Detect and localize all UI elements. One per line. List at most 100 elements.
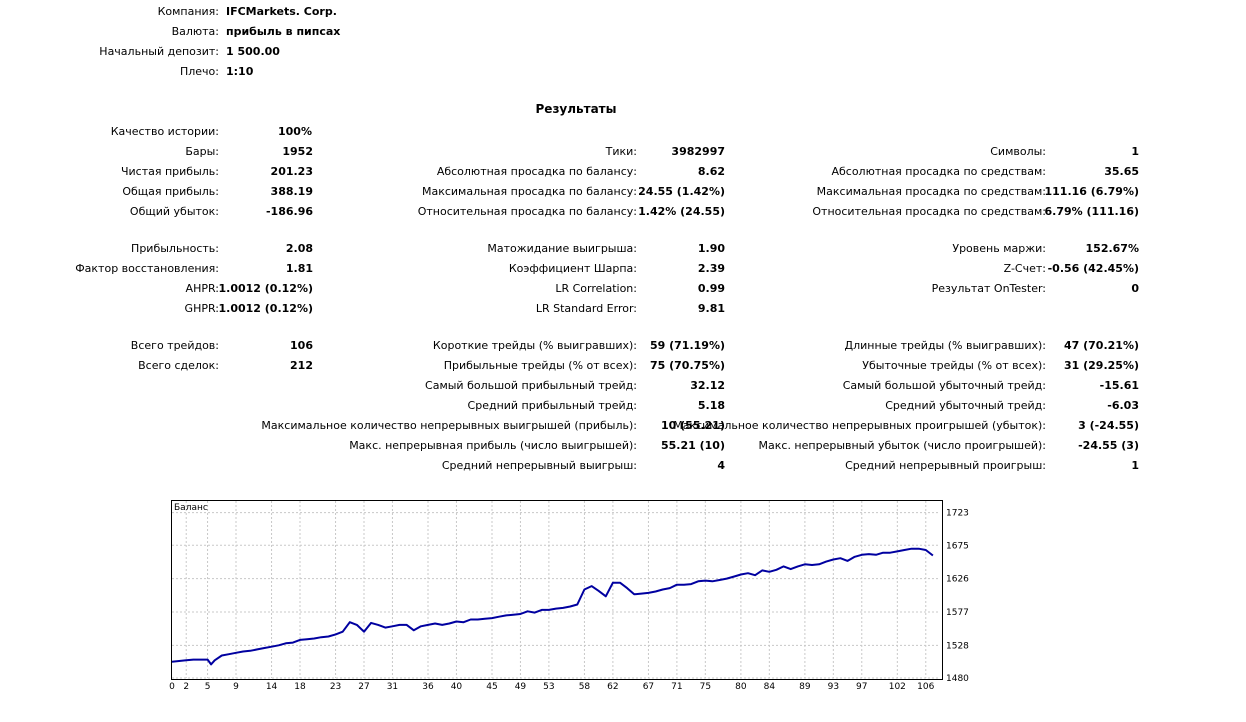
- stat-value: 152.67%: [1085, 242, 1139, 255]
- stat-label: Тики:: [605, 145, 637, 158]
- x-tick-label: 71: [671, 682, 682, 692]
- stat-label: Максимальное количество непрерывных выиг…: [261, 419, 637, 432]
- stat-label: Макс. непрерывный убыток (число проигрыш…: [758, 439, 1046, 452]
- x-tick-label: 80: [735, 682, 747, 692]
- stat-value: 1.0012 (0.12%): [218, 282, 314, 295]
- stat-label: LR Correlation:: [555, 282, 637, 295]
- stat-label: Символы:: [990, 145, 1046, 158]
- stat-label: Фактор восстановления:: [75, 262, 219, 275]
- stat-label: Длинные трейды (% выигравших):: [844, 339, 1046, 352]
- stat-label: Максимальная просадка по средствам:: [816, 185, 1046, 198]
- x-tick-label: 27: [358, 682, 369, 692]
- stat-label: Чистая прибыль:: [120, 165, 219, 178]
- stat-value: 59 (71.19%): [649, 339, 725, 352]
- chart-title: Баланс: [174, 503, 208, 513]
- x-tick-label: 84: [764, 682, 776, 692]
- y-tick-label: 1528: [946, 641, 969, 651]
- stat-value: -0.56 (42.45%): [1047, 262, 1139, 275]
- stat-value: 1: [1131, 145, 1139, 158]
- x-tick-label: 40: [451, 682, 463, 692]
- stat-value: 24.55 (1.42%): [638, 185, 725, 198]
- stat-label: Средний прибыльный трейд:: [467, 399, 637, 412]
- stat-value: 201.23: [270, 165, 313, 178]
- stat-value: 35.65: [1104, 165, 1139, 178]
- stat-value: -15.61: [1099, 379, 1139, 392]
- stat-value: 32.12: [690, 379, 725, 392]
- x-tick-label: 2: [183, 682, 189, 692]
- stat-value: 388.19: [270, 185, 313, 198]
- stat-label: Всего трейдов:: [130, 339, 219, 352]
- stat-value: 3 (-24.55): [1078, 419, 1139, 432]
- stat-value: 4: [717, 459, 725, 472]
- deposit-value: 1 500.00: [226, 45, 280, 58]
- x-tick-label: 5: [205, 682, 211, 692]
- stat-value: 1: [1131, 459, 1139, 472]
- stat-label: AHPR:: [185, 282, 219, 295]
- currency-value: прибыль в пипсах: [226, 25, 341, 38]
- y-tick-label: 1675: [946, 541, 969, 551]
- x-tick-label: 14: [266, 682, 278, 692]
- stat-label: Абсолютная просадка по балансу:: [436, 165, 637, 178]
- deposit-label: Начальный депозит:: [99, 45, 219, 58]
- stat-label: Общий убыток:: [129, 205, 219, 218]
- x-tick-label: 49: [515, 682, 527, 692]
- x-tick-label: 97: [856, 682, 867, 692]
- stat-label: Относительная просадка по балансу:: [417, 205, 637, 218]
- stat-value: 111.16 (6.79%): [1044, 185, 1140, 198]
- stat-label: GHPR:: [184, 302, 219, 315]
- stat-label: Результат OnTester:: [931, 282, 1046, 295]
- stat-value: 10 (55.21): [661, 419, 725, 432]
- leverage-value: 1:10: [226, 65, 254, 78]
- x-tick-label: 62: [607, 682, 618, 692]
- stat-label: Относительная просадка по средствам:: [812, 205, 1046, 218]
- history-quality-value: 100%: [278, 125, 312, 138]
- stat-label: Самый большой прибыльный трейд:: [425, 379, 637, 392]
- stat-label: Убыточные трейды (% от всех):: [862, 359, 1046, 372]
- stat-value: 31 (29.25%): [1063, 359, 1139, 372]
- y-tick-label: 1723: [946, 509, 969, 519]
- stat-value: 2.39: [697, 262, 725, 275]
- stat-label: Прибыльные трейды (% от всех):: [443, 359, 637, 372]
- stat-value: 47 (70.21%): [1063, 339, 1139, 352]
- stat-value: 0.99: [697, 282, 725, 295]
- stat-label: Короткие трейды (% выигравших):: [432, 339, 637, 352]
- stat-value: 2.08: [285, 242, 313, 255]
- stat-label: Коэффициент Шарпа:: [508, 262, 637, 275]
- stat-label: Бары:: [185, 145, 219, 158]
- stat-value: 6.79% (111.16): [1044, 205, 1140, 218]
- x-tick-label: 36: [422, 682, 434, 692]
- y-tick-label: 1626: [946, 575, 969, 585]
- stat-value: 55.21 (10): [661, 439, 725, 452]
- stat-value: -186.96: [265, 205, 313, 218]
- stat-label: Максимальная просадка по балансу:: [421, 185, 637, 198]
- y-tick-label: 1577: [946, 608, 969, 618]
- company-label: Компания:: [157, 5, 219, 18]
- stat-label: Максимальное количество непрерывных прои…: [673, 419, 1046, 432]
- stat-value: 212: [290, 359, 313, 372]
- stat-label: Средний непрерывный проигрыш:: [845, 459, 1046, 472]
- stat-value: 1952: [282, 145, 313, 158]
- balance-series-line: [171, 547, 934, 666]
- x-tick-label: 23: [330, 682, 341, 692]
- stat-value: 9.81: [697, 302, 725, 315]
- stat-value: 3982997: [671, 145, 725, 158]
- x-tick-label: 53: [543, 682, 554, 692]
- x-tick-label: 106: [917, 682, 934, 692]
- stat-label: Общая прибыль:: [122, 185, 219, 198]
- stat-value: -24.55 (3): [1078, 439, 1139, 452]
- x-tick-label: 89: [799, 682, 811, 692]
- stat-value: 1.81: [285, 262, 313, 275]
- x-tick-label: 58: [579, 682, 591, 692]
- stat-label: Средний убыточный трейд:: [885, 399, 1046, 412]
- stat-value: 106: [290, 339, 313, 352]
- stat-label: Матожидание выигрыша:: [487, 242, 637, 255]
- company-value: IFCMarkets. Corp.: [226, 5, 337, 18]
- stat-label: Всего сделок:: [138, 359, 219, 372]
- stat-label: Z-Счет:: [1003, 262, 1046, 275]
- stat-label: Прибыльность:: [131, 242, 219, 255]
- stat-label: Средний непрерывный выигрыш:: [441, 459, 637, 472]
- stat-value: 75 (70.75%): [649, 359, 725, 372]
- x-tick-label: 45: [486, 682, 497, 692]
- stat-value: 0: [1131, 282, 1139, 295]
- x-tick-label: 0: [169, 682, 175, 692]
